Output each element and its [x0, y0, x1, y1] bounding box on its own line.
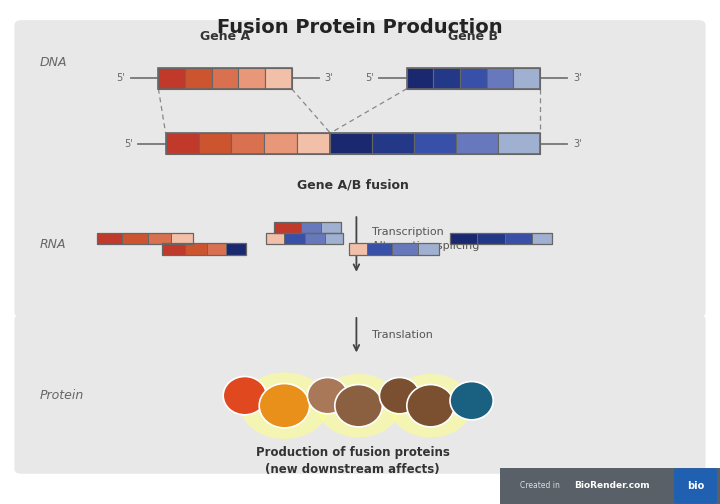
Text: 3': 3' [573, 139, 582, 149]
Bar [266, 233, 343, 244]
Bar [349, 243, 367, 255]
Ellipse shape [307, 377, 348, 414]
Bar [392, 243, 418, 255]
Bar [171, 233, 193, 244]
Ellipse shape [240, 372, 328, 439]
Bar [226, 243, 246, 255]
Bar [274, 222, 341, 233]
Text: Fusion Protein Production: Fusion Protein Production [217, 18, 503, 37]
Text: Translation: Translation [372, 330, 433, 340]
Bar [325, 233, 343, 244]
Bar [185, 243, 207, 255]
Bar [274, 222, 301, 233]
Bar [265, 68, 292, 89]
Text: Transcription
Alternative splicing: Transcription Alternative splicing [372, 227, 480, 251]
Bar [284, 233, 305, 244]
Bar [212, 68, 238, 89]
Ellipse shape [335, 385, 382, 427]
Bar [199, 133, 232, 154]
Ellipse shape [407, 385, 454, 427]
Bar [97, 233, 193, 244]
Bar [321, 222, 341, 233]
Bar [232, 133, 264, 154]
Text: Protein: Protein [40, 389, 84, 402]
Bar [162, 243, 246, 255]
Bar [297, 133, 330, 154]
Bar [418, 243, 439, 255]
Ellipse shape [450, 382, 493, 420]
Bar [238, 68, 265, 89]
Text: Created in: Created in [520, 481, 560, 490]
Bar [450, 233, 477, 244]
Bar [266, 233, 284, 244]
FancyBboxPatch shape [674, 468, 717, 503]
Bar [460, 68, 487, 89]
Ellipse shape [379, 377, 420, 414]
Bar [162, 243, 185, 255]
Bar [158, 68, 185, 89]
Bar [207, 243, 226, 255]
Bar [349, 243, 439, 255]
Bar [330, 133, 372, 154]
Text: 3': 3' [325, 73, 333, 83]
Bar [513, 68, 540, 89]
Bar [407, 68, 433, 89]
Bar [487, 68, 513, 89]
Bar [166, 133, 330, 154]
Bar [433, 68, 460, 89]
Text: Gene A/B fusion: Gene A/B fusion [297, 179, 409, 192]
Text: Gene A: Gene A [200, 30, 250, 43]
Text: RNA: RNA [40, 238, 66, 251]
Bar [450, 233, 552, 244]
FancyBboxPatch shape [14, 214, 706, 318]
Ellipse shape [259, 384, 310, 428]
Bar [97, 233, 122, 244]
Ellipse shape [389, 374, 472, 437]
Bar [500, 468, 720, 504]
Bar [498, 133, 540, 154]
Ellipse shape [223, 376, 266, 415]
Bar [456, 133, 498, 154]
Bar [148, 233, 171, 244]
Text: Gene B: Gene B [449, 30, 498, 43]
Text: Production of fusion proteins
(new downstream affects): Production of fusion proteins (new downs… [256, 446, 450, 476]
Bar [305, 233, 325, 244]
Text: 5': 5' [124, 139, 132, 149]
Bar [477, 233, 505, 244]
FancyBboxPatch shape [14, 315, 706, 474]
Bar [330, 133, 540, 154]
Bar [301, 222, 321, 233]
Text: BioRender.com: BioRender.com [574, 481, 650, 490]
Text: 5': 5' [365, 73, 374, 83]
Bar [367, 243, 392, 255]
Bar [372, 133, 414, 154]
Bar [264, 133, 297, 154]
Bar [532, 233, 552, 244]
Text: DNA: DNA [40, 56, 67, 70]
Text: 3': 3' [573, 73, 582, 83]
Bar [185, 68, 212, 89]
Bar [505, 233, 532, 244]
Bar [166, 133, 199, 154]
Bar [122, 233, 148, 244]
Text: 5': 5' [117, 73, 125, 83]
FancyBboxPatch shape [14, 20, 706, 222]
Ellipse shape [317, 374, 400, 437]
Bar [158, 68, 292, 89]
Bar [414, 133, 456, 154]
Bar [407, 68, 540, 89]
Text: bio: bio [687, 481, 704, 491]
